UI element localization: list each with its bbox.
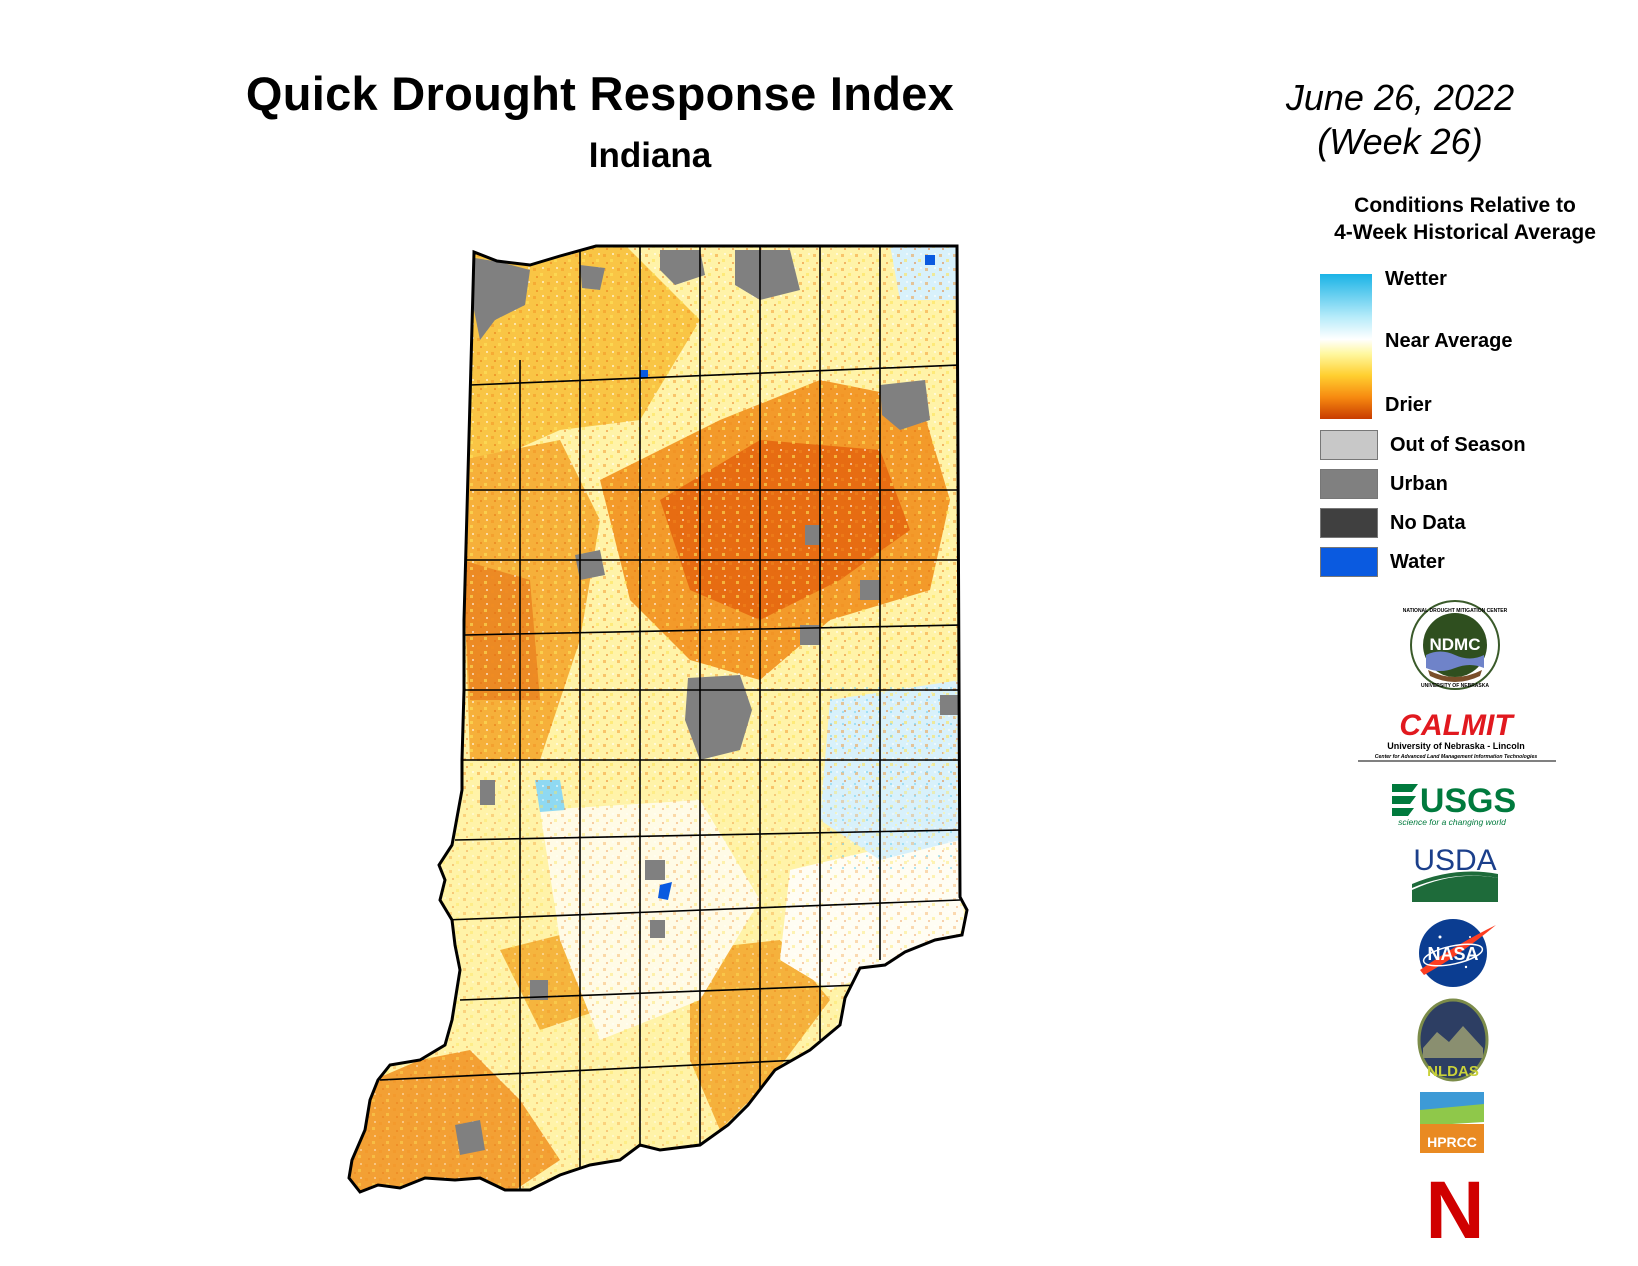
legend-label-near-average: Near Average [1385, 330, 1513, 352]
urban-anderson [800, 625, 820, 645]
urban-vincennes [530, 980, 548, 1000]
calmit-logo-text: CALMIT [1399, 709, 1515, 742]
urban-michigan-city [660, 250, 705, 285]
legend-heading-line2: 4-Week Historical Average [1334, 221, 1596, 244]
urban-south-bend [735, 250, 800, 300]
legend-swatch-out-of-season [1320, 430, 1378, 460]
urban-richmond [940, 695, 958, 715]
legend-label-water: Water [1390, 551, 1445, 573]
urban-indianapolis [685, 675, 752, 760]
usda-logo: USDA [1412, 844, 1498, 902]
ndmc-ring-top: NATIONAL DROUGHT MITIGATION CENTER [1403, 608, 1508, 614]
nasa-logo-text: NASA [1427, 944, 1478, 964]
water-north-central [640, 370, 648, 378]
nasa-logo: NASA [1419, 919, 1496, 987]
ndmc-logo: NDMC NATIONAL DROUGHT MITIGATION CENTER … [1403, 600, 1508, 690]
usgs-logo: USGS science for a changing world [1392, 782, 1516, 827]
map-subtitle: Indiana [588, 136, 712, 175]
date-block: June 26, 2022 (Week 26) [1240, 76, 1560, 164]
calmit-line2: Center for Advanced Land Management Info… [1375, 754, 1538, 760]
urban-lafayette [575, 550, 605, 580]
usda-logo-text: USDA [1413, 844, 1496, 877]
map-week: (Week 26) [1317, 121, 1483, 162]
urban-bloomington [645, 860, 665, 880]
water-lake-monroe [658, 882, 672, 900]
map-date: June 26, 2022 [1285, 77, 1515, 118]
urban-laporte [580, 265, 605, 290]
hprcc-logo: HPRCC [1420, 1092, 1484, 1153]
ndmc-logo-text: NDMC [1430, 635, 1481, 654]
urban-gary [472, 258, 530, 340]
usgs-tagline: science for a changing world [1398, 817, 1506, 827]
legend-label-wetter: Wetter [1385, 268, 1447, 290]
hprcc-logo-text: HPRCC [1427, 1134, 1477, 1150]
legend-heading: Conditions Relative to 4-Week Historical… [1300, 192, 1630, 246]
urban-bedford [650, 920, 665, 938]
map-title: Quick Drought Response Index [245, 67, 955, 120]
legend-color-ramp [1320, 274, 1372, 419]
urban-fort-wayne [880, 380, 930, 430]
condition-layer [349, 246, 967, 1192]
urban-muncie [860, 580, 880, 600]
water-northeast-lakes [925, 255, 935, 265]
calmit-logo: CALMIT University of Nebraska - Lincoln … [1358, 709, 1556, 762]
legend-swatch-urban [1320, 469, 1378, 499]
urban-terre-haute [480, 780, 495, 805]
nldas-logo: NLDAS [1417, 998, 1489, 1082]
legend-swatch-no-data [1320, 508, 1378, 538]
usgs-logo-text: USGS [1420, 782, 1516, 820]
legend-label-drier: Drier [1385, 394, 1432, 416]
ndmc-ring-bottom: UNIVERSITY OF NEBRASKA [1421, 683, 1489, 689]
calmit-line1: University of Nebraska - Lincoln [1387, 741, 1525, 751]
legend-label-no-data: No Data [1390, 512, 1466, 534]
legend-label-out-of-season: Out of Season [1390, 434, 1526, 456]
legend-swatch-water [1320, 547, 1378, 577]
legend-heading-line1: Conditions Relative to [1354, 194, 1576, 217]
legend-label-urban: Urban [1390, 473, 1448, 495]
nebraska-n-logo: N [1425, 1168, 1484, 1243]
urban-evansville [455, 1120, 485, 1155]
nldas-logo-text: NLDAS [1427, 1063, 1479, 1080]
urban-marion [805, 525, 820, 545]
county-lines [379, 246, 961, 1192]
urban-areas [455, 250, 958, 1155]
nebraska-logo-text: N [1425, 1168, 1484, 1243]
